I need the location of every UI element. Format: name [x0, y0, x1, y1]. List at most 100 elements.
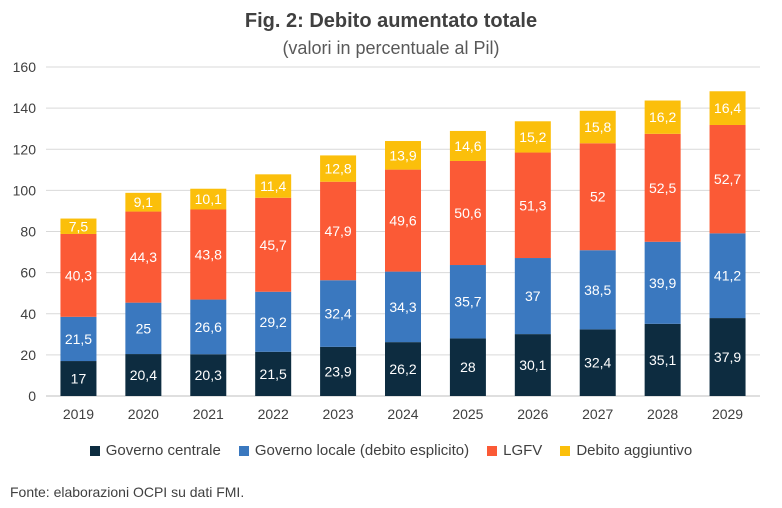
data-label: 28	[460, 359, 476, 375]
chart-subtitle: (valori in percentuale al Pil)	[282, 38, 500, 58]
bar-debito-aggiuntivo	[449, 130, 486, 161]
data-label: 32,4	[324, 306, 351, 322]
chart-title: Fig. 2: Debito aumentato totale	[244, 10, 538, 32]
chart-legend: Governo centrale Governo locale (debito e…	[0, 442, 782, 459]
data-label: 35,1	[649, 352, 676, 368]
y-tick-label: 20	[20, 347, 36, 363]
data-label: 20,4	[130, 367, 157, 383]
bar-lgfv	[320, 181, 357, 281]
data-label: 11,4	[260, 178, 286, 194]
bar-governo-centrale	[190, 354, 227, 396]
data-label: 10,1	[195, 191, 222, 207]
bar-lgfv	[125, 211, 162, 303]
data-label: 45,7	[260, 237, 287, 253]
y-tick-label: 40	[20, 306, 36, 322]
data-label: 50,6	[454, 205, 481, 221]
bar-lgfv	[709, 124, 746, 234]
legend-label: Governo centrale	[105, 442, 221, 459]
bar-lgfv	[385, 169, 421, 272]
legend-swatch	[487, 445, 498, 456]
data-label: 32,4	[584, 355, 611, 371]
data-label: 40,3	[65, 267, 92, 283]
y-tick-label: 120	[13, 141, 37, 157]
legend-label: LGFV	[503, 442, 543, 459]
bar-governo-centrale	[255, 351, 292, 396]
data-label: 38,5	[584, 282, 611, 298]
data-label: 51,3	[519, 197, 546, 213]
x-tick-label: 2029	[712, 406, 743, 422]
source-note: Fonte: elaborazioni OCPI su dati FMI.	[10, 484, 245, 500]
data-label: 23,9	[324, 363, 351, 379]
bar-lgfv	[190, 209, 227, 300]
bar-governo-locale-debito-esplicito	[644, 241, 681, 324]
data-label: 43,8	[195, 247, 222, 263]
data-label: 52,5	[649, 180, 676, 196]
bar-governo-locale-debito-esplicito	[60, 316, 97, 362]
bar-debito-aggiuntivo	[579, 110, 616, 144]
bar-governo-centrale	[449, 338, 486, 396]
bar-debito-aggiuntivo	[320, 155, 357, 182]
x-tick-label: 2024	[387, 406, 418, 422]
legend-label: Governo locale (debito esplicito)	[254, 442, 470, 459]
bar-governo-centrale	[60, 361, 97, 396]
data-label: 17	[71, 371, 87, 387]
bar-governo-locale-debito-esplicito	[709, 233, 746, 319]
y-tick-label: 140	[13, 100, 37, 116]
bar-governo-locale-debito-esplicito	[385, 271, 421, 343]
data-label: 37	[525, 288, 541, 304]
legend-swatch	[238, 445, 249, 456]
data-label: 39,9	[649, 275, 676, 291]
bar-governo-locale-debito-esplicito	[579, 250, 616, 330]
data-label: 7,5	[69, 218, 89, 234]
bar-governo-locale-debito-esplicito	[190, 299, 227, 355]
bar-lgfv	[644, 133, 681, 242]
bar-debito-aggiuntivo	[385, 141, 421, 170]
data-label: 21,5	[260, 366, 287, 382]
data-label: 9,1	[134, 194, 154, 210]
data-label: 26,2	[389, 361, 416, 377]
legend-item: Debito aggiuntivo	[560, 442, 692, 459]
bar-lgfv	[514, 152, 551, 259]
legend-swatch	[560, 445, 571, 456]
bar-lgfv	[60, 233, 97, 317]
data-label: 37,9	[714, 349, 741, 365]
data-label: 21,5	[65, 331, 92, 347]
bar-debito-aggiuntivo	[644, 100, 681, 134]
data-label: 29,2	[260, 314, 287, 330]
data-label: 16,2	[649, 109, 676, 125]
bar-governo-centrale	[385, 342, 421, 396]
y-tick-label: 0	[28, 388, 36, 404]
data-label: 25	[136, 320, 152, 336]
bar-debito-aggiuntivo	[60, 218, 97, 234]
data-label: 47,9	[324, 223, 351, 239]
bar-lgfv	[255, 197, 292, 292]
x-tick-label: 2019	[63, 406, 94, 422]
bar-lgfv	[579, 143, 616, 251]
bar-governo-centrale	[514, 334, 551, 396]
legend-label: Debito aggiuntivo	[576, 442, 693, 459]
bar-lgfv	[449, 160, 486, 266]
data-label: 26,6	[195, 319, 222, 335]
bar-governo-locale-debito-esplicito	[320, 280, 357, 347]
y-tick-label: 100	[13, 182, 37, 198]
x-tick-label: 2022	[258, 406, 289, 422]
data-label: 52,7	[714, 171, 741, 187]
legend-item: LGFV	[487, 442, 542, 459]
data-label: 14,6	[454, 138, 481, 154]
data-label: 30,1	[519, 357, 546, 373]
x-tick-label: 2020	[128, 406, 159, 422]
bar-debito-aggiuntivo	[190, 188, 227, 210]
bar-governo-centrale	[644, 323, 681, 396]
data-label: 34,3	[389, 299, 416, 315]
bar-debito-aggiuntivo	[709, 91, 746, 125]
x-tick-label: 2023	[323, 406, 354, 422]
data-label: 15,8	[584, 119, 611, 135]
bar-governo-centrale	[125, 354, 162, 396]
x-tick-label: 2028	[647, 406, 678, 422]
data-label: 16,4	[714, 100, 741, 116]
data-label: 52	[590, 189, 606, 205]
bar-debito-aggiuntivo	[514, 121, 551, 153]
data-label: 44,3	[130, 249, 157, 265]
y-tick-label: 160	[13, 59, 37, 75]
data-label: 35,7	[454, 294, 481, 310]
